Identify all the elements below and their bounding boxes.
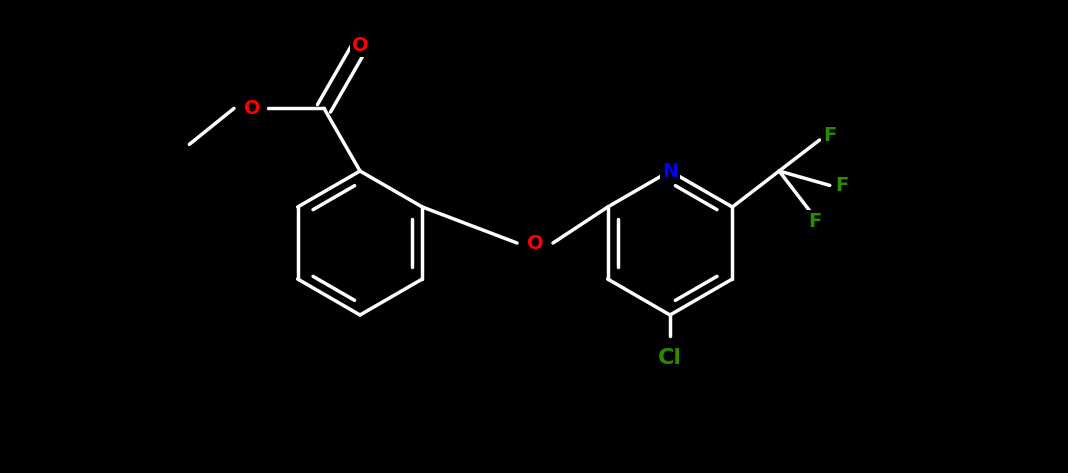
Text: O: O: [527, 234, 544, 253]
Text: O: O: [351, 36, 368, 55]
Text: F: F: [835, 176, 848, 195]
Text: Cl: Cl: [658, 348, 682, 368]
Text: F: F: [823, 125, 836, 144]
Text: O: O: [244, 99, 261, 118]
Text: N: N: [662, 161, 678, 181]
Text: F: F: [808, 212, 821, 231]
